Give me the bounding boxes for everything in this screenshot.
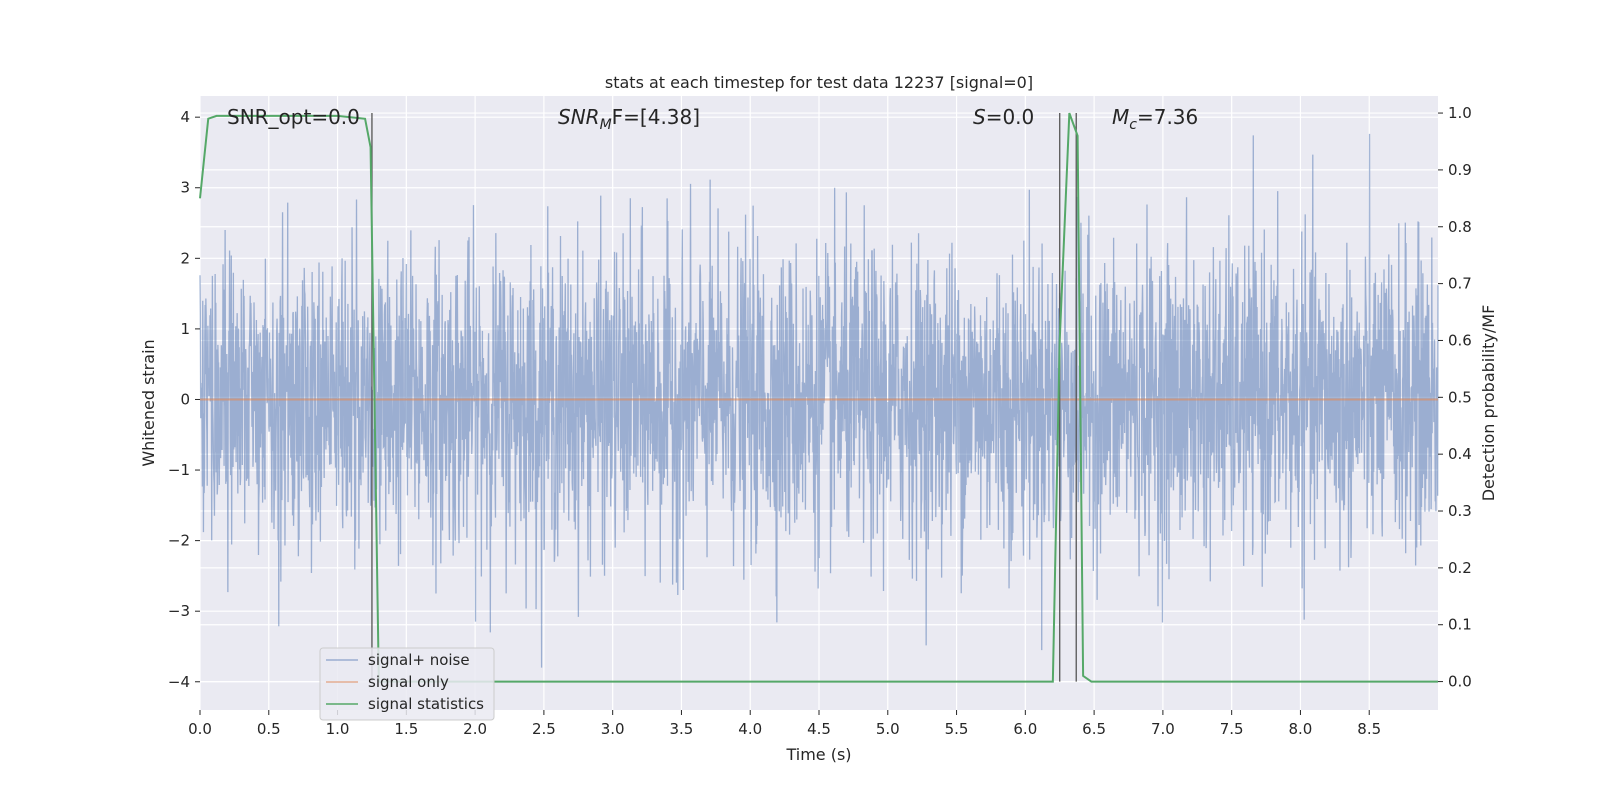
y-axis-ticks: −4 −3 −2 −1 0 1 2 3 4 xyxy=(168,108,200,691)
y2-tick-label: 0.9 xyxy=(1448,161,1472,179)
y-axis-label: Whitened strain xyxy=(139,339,158,466)
legend-label-signal-noise: signal+ noise xyxy=(368,651,470,669)
x-tick-label: 5.5 xyxy=(945,720,969,738)
y2-tick-label: 0.3 xyxy=(1448,502,1472,520)
y2-axis-ticks: 0.0 0.1 0.2 0.3 0.4 0.5 0.6 0.7 0.8 0.9 1.0 xyxy=(1438,104,1472,691)
legend-label-signal-only: signal only xyxy=(368,673,449,691)
y2-tick-label: 0.7 xyxy=(1448,275,1472,293)
annotation-mc-rest: =7.36 xyxy=(1137,105,1198,129)
chart-title: stats at each timestep for test data 122… xyxy=(605,73,1033,92)
noise-trace xyxy=(199,133,1439,668)
legend: signal+ noise signal only signal statist… xyxy=(319,647,495,721)
annotation-snr-mf-main: SNR xyxy=(558,105,600,129)
annotation-mc: Mc=7.36 xyxy=(1112,105,1198,133)
x-tick-label: 8.5 xyxy=(1357,720,1381,738)
x-tick-label: 7.5 xyxy=(1220,720,1244,738)
annotation-mc-main: M xyxy=(1112,105,1129,129)
y-tick-label: 2 xyxy=(180,249,190,267)
x-tick-label: 7.0 xyxy=(1151,720,1175,738)
y2-tick-label: 1.0 xyxy=(1448,104,1472,122)
y2-tick-label: 0.4 xyxy=(1448,445,1472,463)
annotation-s-rest: =0.0 xyxy=(986,105,1035,129)
x-tick-label: 3.5 xyxy=(670,720,694,738)
y-tick-label: 3 xyxy=(180,179,190,197)
legend-label-signal-statistics: signal statistics xyxy=(368,695,484,713)
y2-tick-label: 0.6 xyxy=(1448,331,1472,349)
x-tick-label: 0.0 xyxy=(188,720,212,738)
x-tick-label: 1.0 xyxy=(326,720,350,738)
y2-tick-label: 0.1 xyxy=(1448,616,1472,634)
annotation-snr-mf: SNRMF=[4.38] xyxy=(558,105,700,133)
x-tick-label: 3.0 xyxy=(601,720,625,738)
x-axis-label: Time (s) xyxy=(785,745,851,764)
x-tick-label: 2.0 xyxy=(463,720,487,738)
y2-tick-label: 0.5 xyxy=(1448,388,1472,406)
y2-tick-label: 0.0 xyxy=(1448,673,1472,691)
x-tick-label: 0.5 xyxy=(257,720,281,738)
y-tick-label: 0 xyxy=(180,390,190,408)
x-tick-label: 6.0 xyxy=(1013,720,1037,738)
annotation-snr-opt: SNR_opt=0.0 xyxy=(227,105,360,129)
x-tick-label: 4.5 xyxy=(807,720,831,738)
y-tick-label: 4 xyxy=(180,108,190,126)
y-tick-label: −1 xyxy=(168,461,190,479)
y-tick-label: 1 xyxy=(180,320,190,338)
annotation-s: S=0.0 xyxy=(973,105,1034,129)
y2-axis-label: Detection probability/MF xyxy=(1479,305,1498,502)
legend-box xyxy=(319,647,495,721)
y2-tick-label: 0.8 xyxy=(1448,218,1472,236)
annotation-snr-mf-rest: F=[4.38] xyxy=(612,105,700,129)
series-signal-noise xyxy=(199,133,1439,668)
x-tick-label: 2.5 xyxy=(532,720,556,738)
annotation-mc-sub: c xyxy=(1129,117,1137,133)
x-tick-label: 5.0 xyxy=(876,720,900,738)
x-tick-label: 8.0 xyxy=(1289,720,1313,738)
x-tick-label: 4.0 xyxy=(738,720,762,738)
x-tick-label: 1.5 xyxy=(394,720,418,738)
y2-tick-label: 0.2 xyxy=(1448,559,1472,577)
annotation-s-main: S xyxy=(973,105,986,129)
y-tick-label: −4 xyxy=(168,673,190,691)
y-tick-label: −3 xyxy=(168,602,190,620)
y-tick-label: −2 xyxy=(168,532,190,550)
annotation-snr-mf-sub: M xyxy=(600,117,612,133)
x-tick-label: 6.5 xyxy=(1082,720,1106,738)
x-axis-ticks: 0.0 0.5 1.0 1.5 2.0 2.5 3.0 3.5 4.0 4.5 5.0 5.5 6.0 6… xyxy=(188,710,1381,738)
